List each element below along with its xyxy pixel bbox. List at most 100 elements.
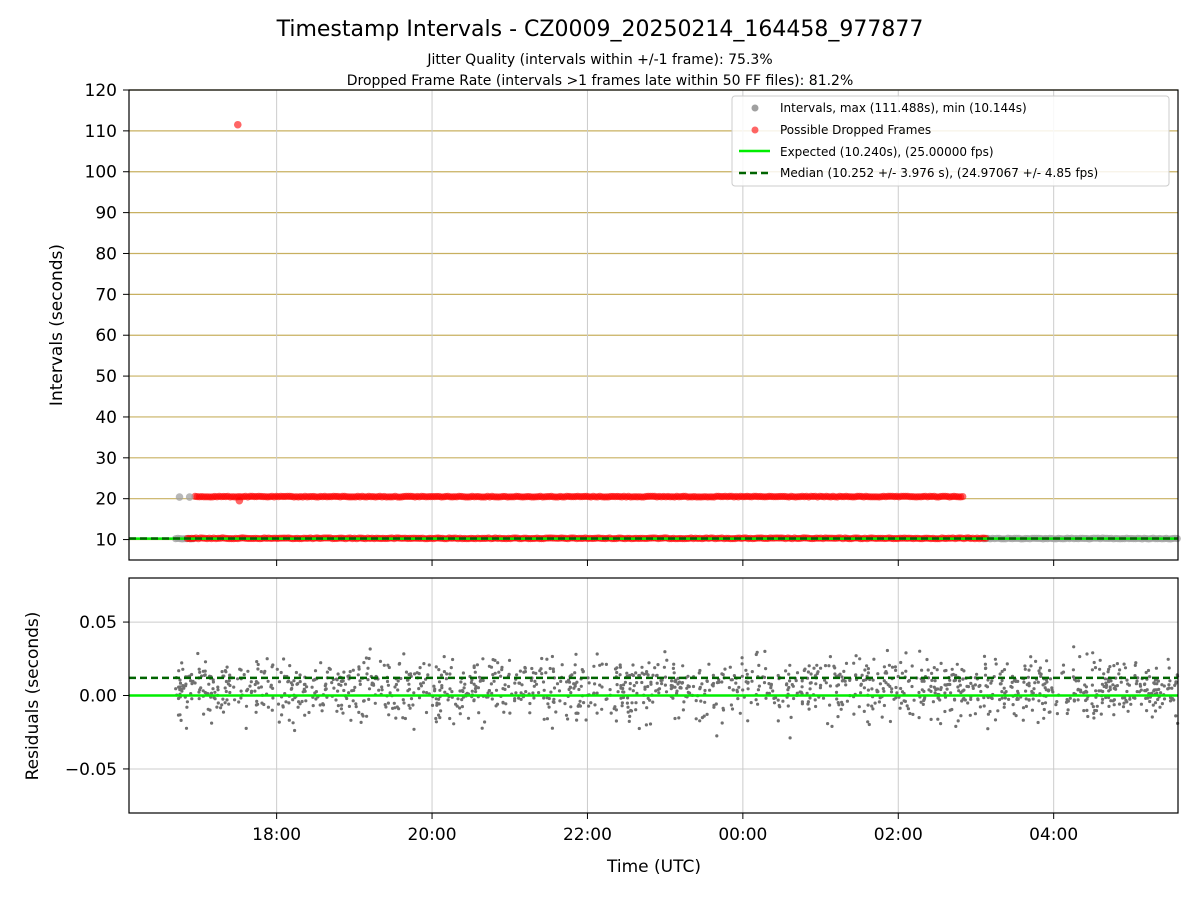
residual-point [189, 679, 193, 683]
intervals-y-tick-label-11: 120 [85, 81, 117, 101]
residual-point [694, 717, 698, 721]
residual-point [998, 682, 1003, 686]
x-axis-label: Time (UTC) [606, 857, 701, 877]
residual-point [221, 697, 225, 701]
residual-point [930, 671, 934, 676]
residual-point [366, 666, 370, 670]
residual-point [413, 672, 417, 676]
residual-point [859, 691, 863, 695]
residual-point [280, 713, 284, 717]
residual-point [640, 665, 644, 669]
residual-point [340, 703, 344, 707]
residual-point [1022, 680, 1026, 684]
residual-point [1108, 665, 1112, 669]
residual-point [816, 670, 820, 674]
residual-point [236, 677, 240, 681]
residual-point [180, 661, 184, 665]
residual-point [461, 671, 465, 675]
residual-point [806, 670, 811, 674]
residual-point [854, 654, 858, 658]
residual-point [424, 710, 429, 715]
residual-point [671, 685, 675, 689]
residual-point [1090, 668, 1094, 672]
residual-point [1012, 712, 1016, 716]
residual-point [807, 664, 811, 668]
residual-point [998, 672, 1002, 676]
residual-point [745, 672, 749, 676]
legend: Intervals, max (111.488s), min (10.144s)… [731, 95, 1170, 187]
residual-point [387, 665, 391, 670]
residual-point [837, 673, 841, 677]
residual-point [918, 649, 922, 653]
residual-point [402, 652, 406, 656]
residual-point [681, 708, 686, 712]
residual-point [961, 677, 965, 681]
residual-point [969, 697, 973, 702]
residual-point [1027, 668, 1031, 672]
residual-point [253, 689, 257, 693]
residual-point [948, 678, 952, 682]
intervals-x-ticks [276, 560, 1055, 566]
residual-point [866, 667, 871, 671]
residual-point [660, 682, 664, 686]
residual-point [921, 702, 925, 707]
residual-point [1050, 688, 1054, 692]
residual-point [325, 670, 329, 674]
residual-point [1076, 698, 1080, 702]
residual-point [988, 709, 992, 714]
residual-point [368, 647, 372, 651]
residual-point [805, 691, 809, 695]
residual-point [282, 657, 286, 661]
residual-point [1135, 679, 1139, 683]
residual-point [1026, 675, 1030, 679]
residual-point [448, 672, 452, 676]
residual-point [929, 684, 933, 689]
residual-point [502, 710, 506, 714]
residual-point [185, 700, 189, 704]
residual-point [1168, 699, 1173, 703]
residual-point [836, 701, 840, 705]
residual-point [396, 688, 400, 692]
residual-point [1038, 666, 1042, 670]
residual-point [303, 682, 307, 686]
residual-point [835, 684, 839, 688]
residual-point [1109, 699, 1113, 703]
residual-point [387, 713, 391, 717]
residual-point [401, 716, 405, 720]
residual-point [1122, 662, 1126, 666]
residual-point [1033, 681, 1037, 685]
residual-point [839, 707, 843, 711]
residual-point [1040, 701, 1045, 706]
residual-point [1115, 684, 1119, 688]
residual-point [1138, 684, 1143, 688]
residual-point [279, 670, 283, 675]
residual-point [688, 691, 692, 695]
residual-point [220, 670, 224, 674]
residual-point [497, 670, 501, 674]
interval-point-1-0 [233, 120, 242, 129]
residual-point [630, 701, 634, 705]
residual-point [587, 704, 591, 708]
residual-point [239, 689, 243, 693]
residual-point [226, 682, 230, 686]
residual-point [800, 700, 805, 704]
residual-point [1061, 670, 1066, 674]
residual-point [383, 703, 387, 707]
residual-point [939, 722, 943, 726]
residual-point [618, 665, 623, 669]
residual-point [357, 710, 361, 715]
residual-point [354, 705, 358, 709]
residual-point [595, 652, 599, 656]
residual-point [1118, 668, 1122, 672]
residual-point [227, 679, 231, 683]
residual-point [552, 686, 557, 690]
residual-point [356, 673, 360, 677]
residual-point [411, 703, 415, 707]
residual-point [365, 714, 369, 718]
residual-point [578, 699, 582, 703]
residual-point [573, 684, 577, 688]
residual-point [593, 703, 597, 707]
residual-point [539, 667, 543, 671]
residual-point [342, 688, 346, 693]
residual-point [628, 714, 632, 719]
